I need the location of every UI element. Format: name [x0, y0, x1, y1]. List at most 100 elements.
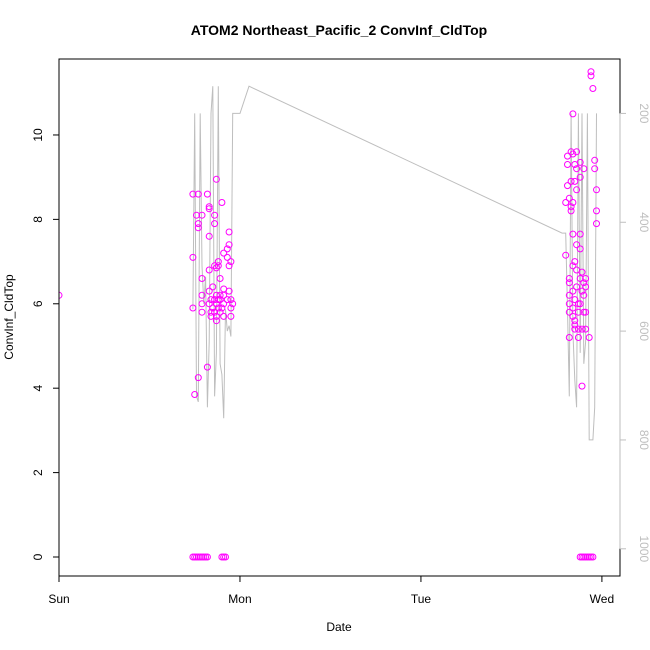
data-point: [565, 308, 573, 316]
data-point: [225, 228, 233, 236]
data-point: [211, 211, 219, 219]
data-point: [593, 220, 600, 228]
data-point: [569, 304, 577, 312]
x-tick-label: Sun: [48, 592, 69, 606]
data-point: [194, 374, 202, 382]
data-point: [225, 262, 233, 270]
data-point: [573, 186, 581, 194]
data-point: [569, 110, 577, 118]
data-point: [571, 296, 579, 304]
data-point: [585, 334, 593, 341]
data-point: [571, 317, 579, 325]
data-point: [569, 287, 577, 295]
data-point: [227, 312, 235, 320]
data-point: [194, 220, 202, 228]
data-point: [578, 382, 586, 390]
data-point: [589, 553, 597, 561]
data-point: [587, 68, 595, 76]
data-point: [212, 264, 220, 272]
data-point: [189, 304, 197, 312]
y-tick-label: 10: [31, 128, 45, 142]
data-point: [565, 300, 573, 308]
data-point: [205, 203, 213, 211]
data-point: [565, 194, 573, 202]
data-point: [194, 190, 202, 198]
data-point: [571, 325, 579, 333]
data-point: [223, 296, 231, 304]
data-point: [576, 245, 584, 253]
data-point: [198, 275, 206, 282]
data-point: [223, 245, 231, 253]
data-point: [212, 312, 220, 320]
right-tick-label: 1000: [637, 535, 650, 562]
data-point: [207, 312, 215, 320]
right-tick-label: 600: [637, 321, 650, 341]
data-point: [582, 283, 590, 291]
x-tick-label: Tue: [411, 592, 432, 606]
data-point: [216, 296, 224, 304]
data-point: [205, 205, 213, 213]
data-point: [212, 300, 220, 308]
data-point: [580, 279, 588, 287]
data-point: [214, 262, 222, 270]
data-point: [212, 175, 220, 183]
data-point: [582, 325, 590, 333]
data-point: [198, 291, 206, 299]
data-point: [212, 317, 220, 325]
data-point: [573, 241, 581, 249]
data-point: [198, 300, 206, 308]
data-point: [59, 291, 63, 299]
data-point: [203, 553, 211, 561]
data-point: [571, 177, 579, 185]
data-point: [565, 275, 573, 282]
data-point: [212, 291, 220, 299]
right-tick-label: 800: [637, 430, 650, 450]
data-point: [203, 190, 211, 198]
data-point: [580, 291, 588, 299]
data-point: [567, 207, 575, 215]
data-point: [214, 304, 222, 312]
data-point: [569, 262, 577, 270]
data-point: [565, 291, 573, 299]
data-point: [593, 207, 600, 215]
data-point: [571, 321, 579, 329]
data-point: [578, 287, 586, 295]
data-point: [218, 304, 226, 312]
data-point: [227, 258, 235, 266]
data-point: [562, 251, 570, 259]
data-point: [216, 291, 224, 299]
data-point: [569, 150, 577, 158]
data-point: [564, 182, 571, 190]
data-point: [205, 300, 213, 308]
right-tick-label: 200: [637, 103, 650, 123]
data-point: [203, 363, 211, 371]
data-point: [576, 230, 584, 238]
right-tick-label: 400: [637, 212, 650, 232]
data-point: [220, 249, 228, 257]
data-point: [216, 275, 224, 282]
data-point: [591, 165, 599, 173]
y-tick-label: 8: [31, 216, 45, 223]
data-point: [207, 308, 215, 316]
data-point: [580, 165, 588, 173]
data-point: [571, 258, 579, 266]
data-point: [220, 300, 228, 308]
data-point: [587, 553, 595, 561]
data-point: [227, 296, 235, 304]
y-tick-label: 0: [31, 553, 45, 560]
data-point: [589, 85, 597, 92]
data-point: [227, 304, 235, 312]
data-point: [593, 186, 600, 194]
y-tick-label: 4: [31, 385, 45, 392]
data-point: [565, 334, 573, 341]
y-tick-label: 2: [31, 469, 45, 476]
data-point: [578, 325, 586, 333]
data-point: [198, 308, 206, 316]
data-point: [576, 300, 584, 308]
data-point: [214, 258, 222, 266]
data-point: [564, 161, 571, 168]
data-point: [216, 308, 224, 316]
data-point: [573, 148, 581, 156]
data-point: [565, 279, 573, 287]
